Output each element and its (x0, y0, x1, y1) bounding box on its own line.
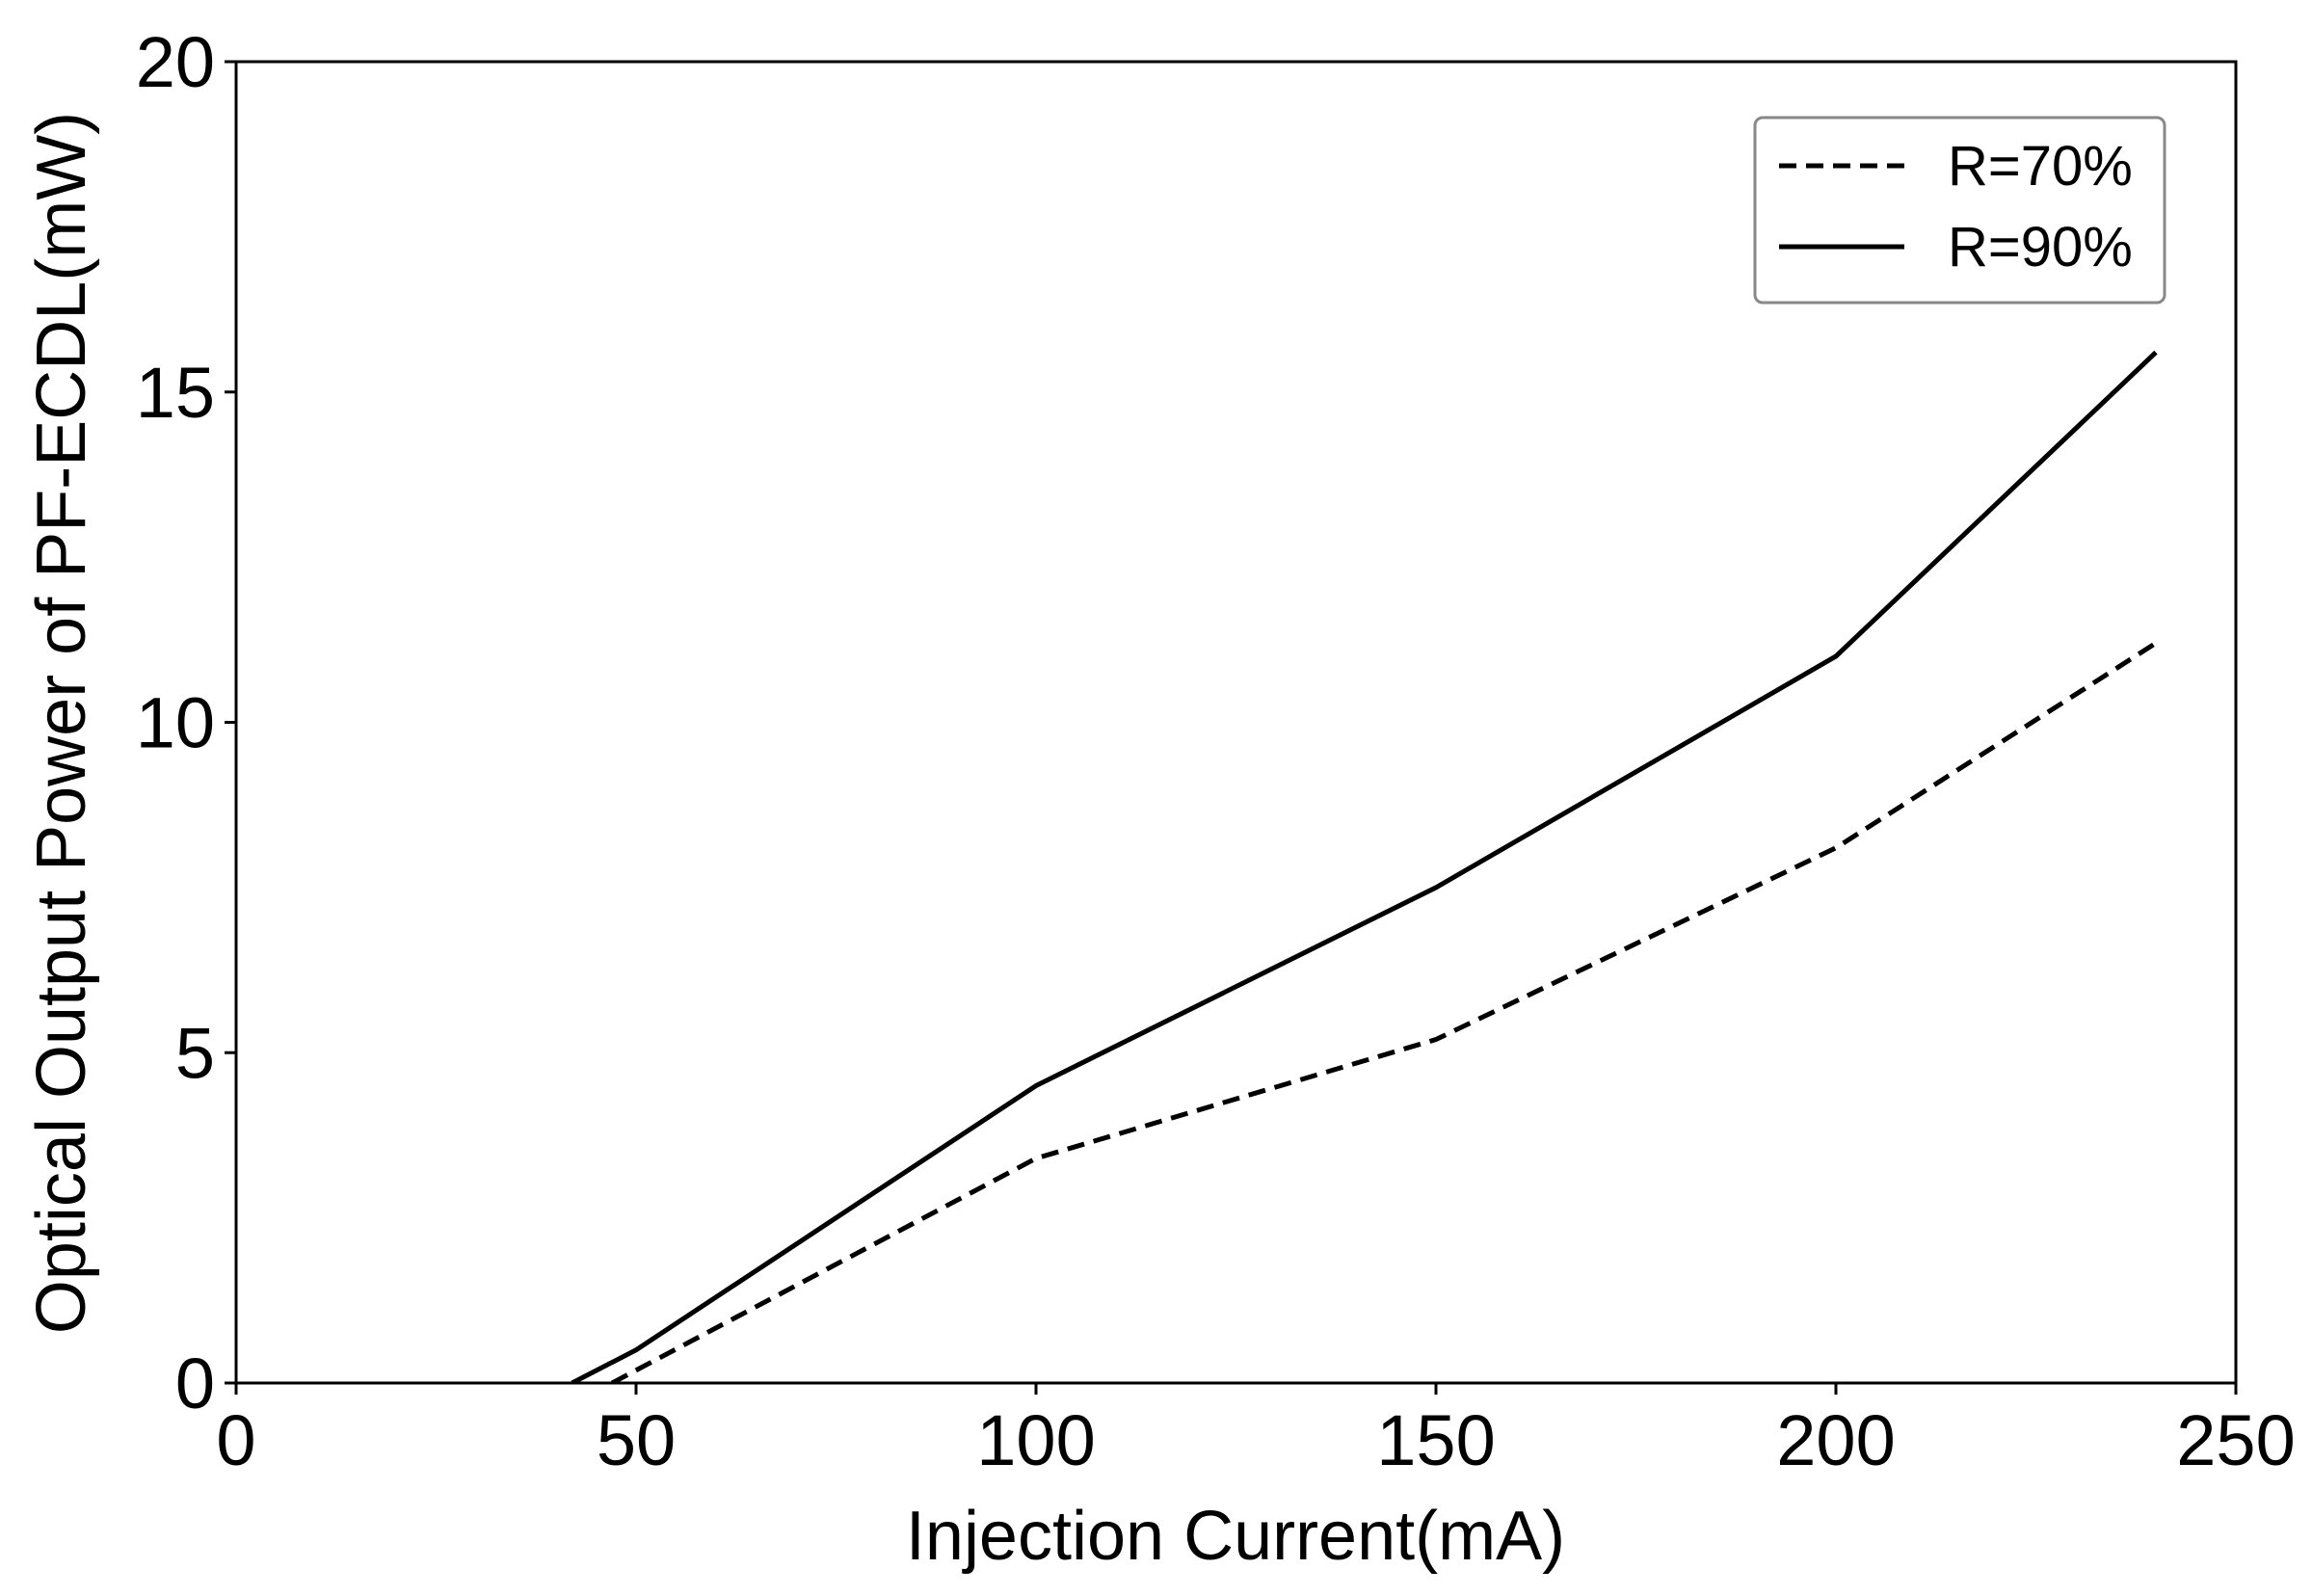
data-line (571, 350, 2158, 1383)
x-tick-label: 0 (216, 1400, 255, 1480)
y-tick-label: 20 (136, 22, 215, 102)
legend-label: R=90% (1948, 216, 2133, 279)
x-tick-label: 200 (1776, 1400, 1895, 1480)
plot-frame (234, 60, 2238, 1385)
x-tick-label: 100 (976, 1400, 1095, 1480)
y-tick-label: 10 (136, 683, 215, 763)
x-tick-label: 150 (1376, 1400, 1495, 1480)
x-tick-label: 250 (2176, 1400, 2295, 1480)
data-line (610, 641, 2158, 1383)
legend-box (1753, 116, 2166, 305)
legend-label: R=70% (1948, 135, 2133, 198)
x-tick-label: 50 (597, 1400, 676, 1480)
y-axis-label: Optical Output Power of PF-ECDL(mW) (23, 112, 100, 1334)
x-axis-label: Injection Current(mA) (906, 1498, 1565, 1575)
y-tick-label: 0 (175, 1343, 215, 1423)
y-tick-label: 15 (136, 353, 215, 433)
y-tick-label: 5 (175, 1013, 215, 1093)
